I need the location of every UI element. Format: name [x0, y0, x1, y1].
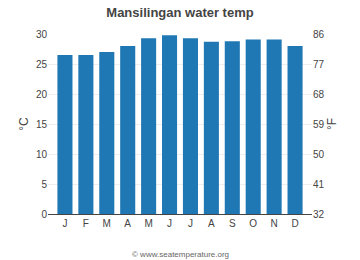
svg-text:A: A [208, 218, 215, 229]
svg-text:41: 41 [313, 179, 325, 190]
svg-text:0: 0 [41, 209, 47, 220]
svg-text:50: 50 [313, 149, 325, 160]
svg-text:J: J [167, 218, 172, 229]
svg-text:°C: °C [17, 117, 31, 131]
svg-text:86: 86 [313, 29, 325, 40]
svg-text:32: 32 [313, 209, 325, 220]
svg-text:A: A [124, 218, 131, 229]
svg-text:M: M [144, 218, 152, 229]
svg-text:30: 30 [36, 29, 48, 40]
svg-text:M: M [103, 218, 111, 229]
svg-text:J: J [188, 218, 193, 229]
svg-text:N: N [271, 218, 278, 229]
svg-text:77: 77 [313, 59, 325, 70]
svg-text:O: O [249, 218, 257, 229]
svg-text:5: 5 [41, 179, 47, 190]
svg-text:J: J [62, 218, 67, 229]
svg-text:S: S [229, 218, 236, 229]
svg-text:20: 20 [36, 89, 48, 100]
svg-text:25: 25 [36, 59, 48, 70]
svg-text:°F: °F [325, 118, 339, 130]
svg-text:D: D [291, 218, 298, 229]
svg-text:F: F [83, 218, 89, 229]
svg-text:15: 15 [36, 119, 48, 130]
svg-text:68: 68 [313, 89, 325, 100]
svg-text:59: 59 [313, 119, 325, 130]
svg-text:10: 10 [36, 149, 48, 160]
svg-text:© www.seatemperature.org: © www.seatemperature.org [132, 250, 229, 259]
svg-text:Mansilingan water temp: Mansilingan water temp [106, 5, 253, 20]
